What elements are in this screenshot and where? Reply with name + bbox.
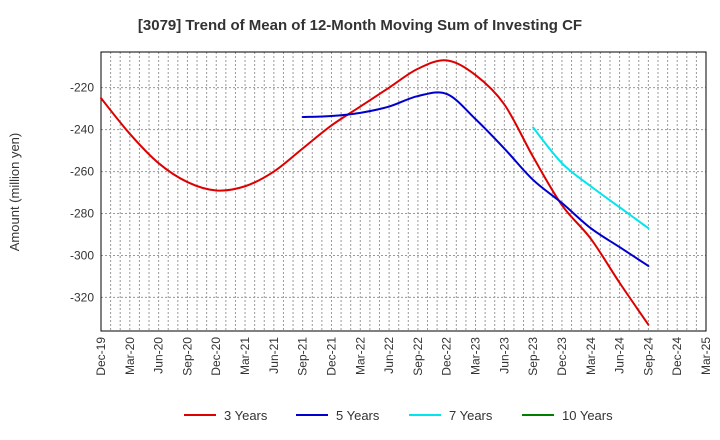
x-tick-label: Sep-23 (526, 337, 540, 376)
legend-label: 10 Years (562, 408, 613, 423)
legend-item-5-years: 5 Years (296, 408, 380, 423)
x-tick-label: Sep-22 (411, 337, 425, 376)
x-tick-label: Dec-19 (94, 337, 108, 376)
y-tick-label: -240 (70, 123, 94, 137)
y-axis-label: Amount (million yen) (7, 133, 22, 252)
x-tick-label: Dec-22 (440, 337, 454, 376)
x-tick-label: Jun-24 (613, 337, 627, 374)
x-axis: Dec-19 Mar-20 Jun-20 Sep-20 Dec-20 Mar-21 Jun-… (94, 337, 713, 376)
x-tick-label: Mar-20 (123, 337, 137, 375)
x-tick-label: Jun-20 (152, 337, 166, 374)
x-tick-label: Mar-25 (699, 337, 713, 375)
y-axis: -220 -240 -260 -280 -300 -320 (70, 81, 94, 305)
x-tick-label: Sep-20 (180, 337, 194, 376)
x-tick-label: Dec-21 (324, 337, 338, 376)
legend-item-3-years: 3 Years (184, 408, 268, 423)
x-tick-label: Jun-22 (382, 337, 396, 374)
y-tick-label: -260 (70, 165, 94, 179)
y-tick-label: -320 (70, 290, 94, 304)
x-tick-label: Jun-21 (267, 337, 281, 374)
series-line-3-years (100, 59, 650, 326)
legend-label: 3 Years (224, 408, 268, 423)
x-tick-label: Mar-24 (584, 337, 598, 375)
legend-label: 5 Years (336, 408, 380, 423)
x-tick-label: Mar-23 (469, 337, 483, 375)
y-tick-label: -280 (70, 207, 94, 221)
x-tick-label: Dec-24 (670, 337, 684, 376)
legend: 3 Years 5 Years 7 Years 10 Years (184, 408, 613, 423)
plot-area (100, 51, 707, 332)
legend-item-7-years: 7 Years (409, 408, 493, 423)
series-line-7-years (532, 126, 650, 230)
x-tick-label: Dec-20 (209, 337, 223, 376)
chart-title: [3079] Trend of Mean of 12-Month Moving … (138, 17, 582, 34)
series-line-5-years (301, 91, 650, 267)
x-tick-label: Sep-21 (296, 337, 310, 376)
x-tick-label: Dec-23 (555, 337, 569, 376)
x-tick-label: Jun-23 (497, 337, 511, 374)
y-tick-label: -300 (70, 248, 94, 262)
x-tick-label: Sep-24 (641, 337, 655, 376)
x-tick-label: Mar-22 (353, 337, 367, 375)
y-tick-label: -220 (70, 81, 94, 95)
grid (101, 52, 706, 331)
legend-label: 7 Years (449, 408, 493, 423)
series-lines (100, 59, 650, 326)
x-tick-label: Mar-21 (238, 337, 252, 375)
legend-item-10-years: 10 Years (522, 408, 613, 423)
